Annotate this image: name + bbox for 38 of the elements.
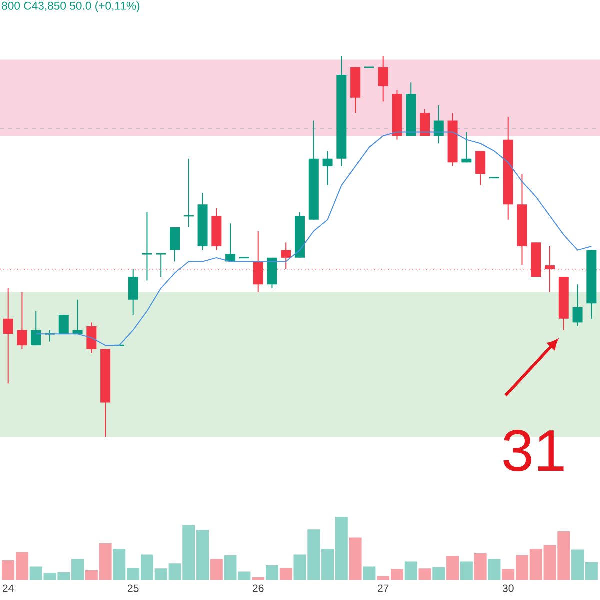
bar (363, 566, 376, 580)
candlestick (17, 292, 28, 350)
candlestick (155, 253, 167, 278)
candlestick (322, 150, 333, 186)
candlestick (183, 158, 195, 228)
bar (404, 562, 418, 580)
bar (488, 559, 501, 580)
candlestick (3, 288, 14, 384)
x-tick-label: 26 (252, 584, 264, 592)
x-tick-label: 27 (378, 584, 389, 592)
candlestick (44, 330, 56, 342)
candlestick (226, 223, 236, 262)
candlestick (572, 284, 583, 328)
candlestick (462, 132, 472, 164)
bar (460, 562, 473, 580)
bar (418, 568, 432, 580)
bar (210, 559, 223, 580)
text: 800 C43,850 50.0 (+0,11%) (2, 2, 140, 12)
bar (280, 568, 292, 580)
bar (474, 554, 487, 580)
x-tick-label: 30 (502, 584, 514, 592)
candlestick (378, 55, 388, 102)
bar (446, 556, 460, 580)
candlestick (476, 150, 486, 186)
candlestick (31, 310, 42, 346)
candlestick (142, 212, 153, 282)
annotation: 31 (504, 430, 564, 472)
candlestick (86, 322, 97, 354)
candlestick (128, 268, 138, 316)
bar (252, 577, 265, 580)
candlestick (170, 226, 180, 262)
x-tick-label: 24 (2, 584, 14, 592)
candlestick (58, 314, 69, 335)
x-tick-label: 25 (128, 584, 139, 592)
candlestick (434, 105, 444, 144)
bar (432, 567, 446, 580)
bar (349, 538, 362, 580)
bar (266, 566, 278, 580)
